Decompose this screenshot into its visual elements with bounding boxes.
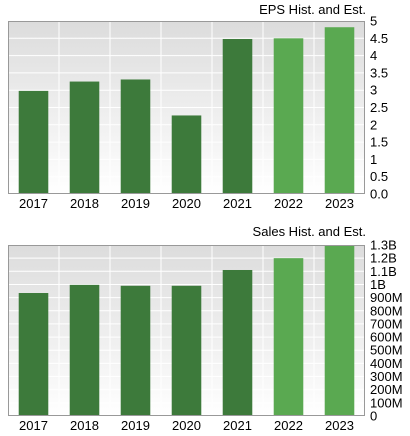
chart-sales: 2017 2018 2019 2020 2021 2022 2023 0100M200M300… (8, 224, 403, 433)
y-tick-label: 700M (370, 316, 403, 331)
bar-2022-estimate (273, 258, 304, 416)
y-tick-label: 1.5 (370, 135, 388, 150)
bar-2021 (222, 38, 253, 194)
y-tick-label: 900M (370, 290, 403, 305)
y-tick-label: 300M (370, 369, 403, 384)
y-tick-label: 1B (370, 277, 386, 292)
chart-title: EPS Hist. and Est. (259, 2, 366, 17)
bar-2023-estimate (324, 245, 355, 416)
x-tick-label: 2017 (19, 196, 48, 211)
bar-2019 (120, 79, 151, 194)
x-tick-label: 2018 (70, 418, 99, 433)
bar-2023-estimate (324, 27, 355, 195)
y-tick-label: 3.5 (370, 65, 388, 80)
y-tick-label: 0 (370, 409, 377, 424)
bar-2017 (18, 293, 49, 416)
x-tick-label: 2021 (223, 418, 252, 433)
y-tick-label: 400M (370, 356, 403, 371)
chart-eps: 2017 2018 2019 2020 2021 2022 2023 0.0 0.5 1 1.5 2 2… (8, 2, 388, 211)
x-tick-label: 2023 (325, 196, 354, 211)
x-tick-label: 2020 (172, 196, 201, 211)
y-tick-label: 0.0 (370, 187, 388, 202)
x-tick-label: 2022 (274, 418, 303, 433)
y-tick-label: 3 (370, 83, 377, 98)
y-tick-label: 1.1B (370, 264, 397, 279)
x-tick-label: 2020 (172, 418, 201, 433)
bar-2018 (69, 81, 100, 194)
x-tick-label: 2019 (121, 196, 150, 211)
bar-2017 (18, 90, 49, 194)
bar-2020 (171, 285, 202, 416)
bar-2019 (120, 285, 151, 416)
bar-2022-estimate (273, 38, 304, 194)
x-tick-label: 2022 (274, 196, 303, 211)
y-tick-label: 1 (370, 152, 377, 167)
plot-border (8, 21, 365, 194)
bar-2018 (69, 284, 100, 416)
chart-title: Sales Hist. and Est. (253, 224, 366, 239)
y-tick-label: 800M (370, 303, 403, 318)
plot-border (8, 245, 365, 416)
y-tick-label: 600M (370, 330, 403, 345)
x-tick-label: 2017 (19, 418, 48, 433)
bar-2020 (171, 115, 202, 194)
y-tick-label: 1.2B (370, 251, 397, 266)
y-tick-label: 100M (370, 395, 403, 410)
x-tick-label: 2021 (223, 196, 252, 211)
x-tick-label: 2018 (70, 196, 99, 211)
x-tick-label: 2023 (325, 418, 354, 433)
bar-2021 (222, 269, 253, 416)
y-tick-label: 2.5 (370, 100, 388, 115)
y-tick-label: 5 (370, 14, 377, 29)
y-tick-label: 4 (370, 48, 377, 63)
x-tick-label: 2019 (121, 418, 150, 433)
y-tick-label: 500M (370, 343, 403, 358)
y-tick-label: 2 (370, 117, 377, 132)
y-tick-label: 1.3B (370, 238, 397, 253)
y-tick-label: 0.5 (370, 169, 388, 184)
y-tick-label: 200M (370, 382, 403, 397)
y-tick-label: 4.5 (370, 31, 388, 46)
